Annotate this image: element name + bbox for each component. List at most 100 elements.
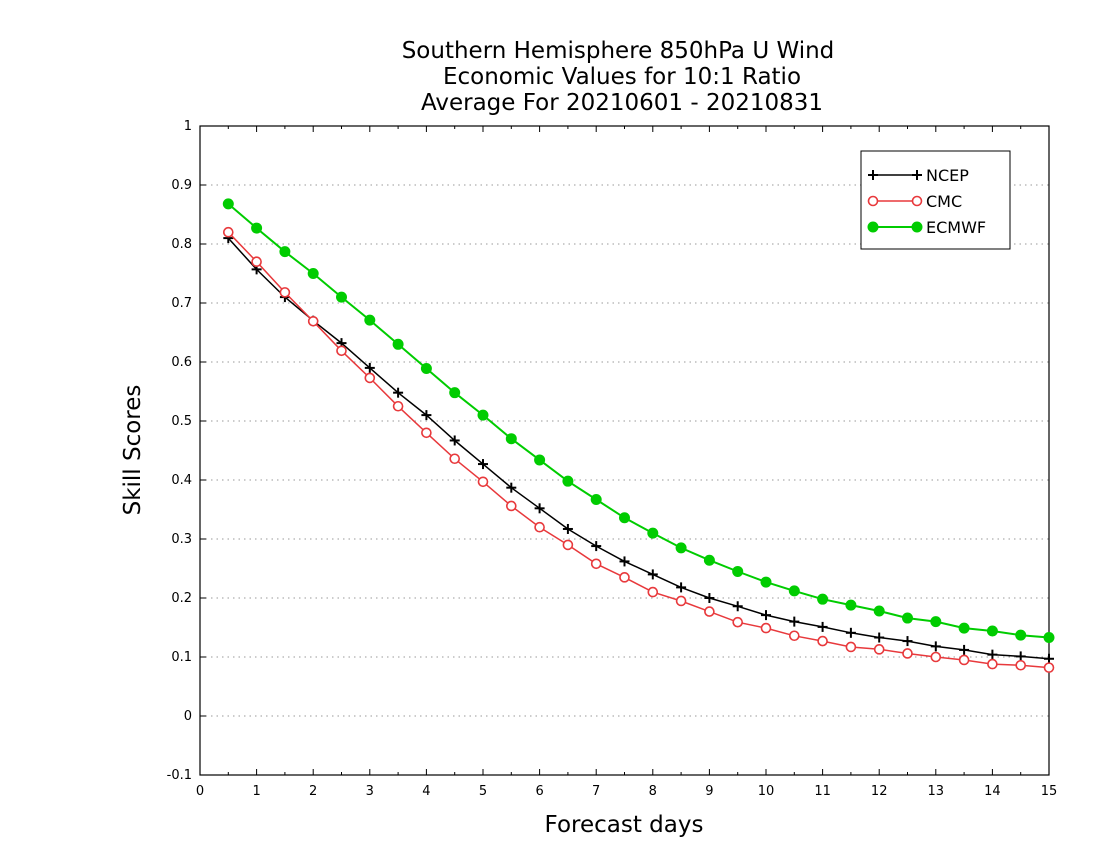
- cmc-point: [704, 606, 715, 617]
- y-axis-label: Skill Scores: [120, 385, 146, 516]
- y-tick-label: 0.9: [171, 178, 192, 193]
- x-tick-label: 14: [984, 784, 1001, 799]
- cmc-point: [817, 635, 828, 647]
- ncep-point: [449, 435, 460, 446]
- ncep-point: [647, 569, 658, 580]
- ncep-point: [761, 610, 771, 621]
- ecmwf-point: [703, 554, 715, 566]
- legend-item-ncep: NCEP: [868, 166, 969, 185]
- ecmwf-point: [222, 198, 234, 210]
- legend-marker: [867, 221, 879, 233]
- x-tick-label: 2: [309, 784, 317, 799]
- title-line-3: Average For 20210601 - 20210831: [421, 90, 823, 116]
- ecmwf-point: [590, 493, 602, 505]
- cmc-point: [336, 345, 347, 357]
- ncep-point: [732, 601, 743, 612]
- cmc-point: [619, 572, 630, 583]
- cmc-point: [279, 287, 291, 298]
- x-tick-label: 11: [814, 784, 831, 799]
- cmc-point: [732, 616, 744, 628]
- legend-item-ecmwf: ECMWF: [867, 218, 986, 237]
- ecmwf-point: [647, 527, 659, 539]
- cmc-point: [873, 644, 885, 655]
- cmc-point: [251, 256, 262, 268]
- ncep-point: [1015, 651, 1026, 662]
- y-tick-label: 1: [184, 119, 192, 134]
- ecmwf-point: [817, 593, 829, 605]
- y-tick-label: 0.4: [171, 473, 192, 488]
- cmc-point: [505, 500, 517, 512]
- ecmwf-point: [873, 605, 885, 617]
- ncep-point: [534, 503, 545, 514]
- axis-ticks: -0.100.10.20.30.40.50.60.70.80.910 1 2 3 4 5 6…: [167, 119, 1058, 799]
- legend-box: [860, 150, 1011, 250]
- ecmwf-point: [902, 612, 913, 624]
- x-tick-label: 12: [871, 784, 888, 799]
- x-tick-label: 7: [592, 784, 600, 799]
- x-tick-label: 8: [649, 784, 657, 799]
- ecmwf-point: [788, 585, 800, 597]
- ncep-point: [874, 632, 885, 643]
- cmc-point: [958, 654, 970, 666]
- legend-marker: [911, 221, 923, 233]
- x-tick-label: 10: [758, 784, 775, 799]
- legend-marker: [911, 195, 923, 207]
- ecmwf-line: [227, 203, 1050, 639]
- cmc-point: [477, 476, 489, 488]
- legend-marker: [912, 170, 922, 180]
- legend-label: NCEP: [926, 166, 969, 185]
- y-tick-label: -0.1: [167, 768, 192, 783]
- cmc-point: [930, 651, 942, 663]
- ecmwf-point: [420, 362, 432, 374]
- cmc-point: [845, 641, 857, 653]
- chart-title: Southern Hemisphere 850hPa U Wind Econom…: [402, 38, 835, 116]
- x-tick-label: 15: [1041, 784, 1058, 799]
- cmc-point: [590, 558, 602, 570]
- x-tick-label: 9: [705, 784, 713, 799]
- ecmwf-point: [986, 625, 998, 637]
- cmc-point: [534, 521, 545, 533]
- cmc-point: [223, 226, 234, 238]
- ecmwf-point: [619, 512, 630, 524]
- grid-lines: [200, 184, 1049, 717]
- series-cmc: [223, 226, 1055, 673]
- ecmwf-point: [1043, 632, 1055, 644]
- y-tick-label: 0.8: [171, 237, 192, 252]
- y-tick-label: 0.5: [171, 414, 192, 429]
- ecmwf-point: [392, 338, 404, 350]
- ncep-point: [421, 410, 432, 421]
- ecmwf-point: [364, 314, 376, 326]
- ncep-point: [959, 644, 970, 655]
- series-ncep: [223, 233, 1054, 664]
- cmc-point: [1043, 662, 1055, 673]
- ecmwf-point: [732, 565, 744, 577]
- ecmwf-point: [449, 387, 461, 399]
- x-tick-label: 13: [928, 784, 945, 799]
- series-ecmwf: [222, 198, 1055, 644]
- x-tick-label: 5: [479, 784, 487, 799]
- ecmwf-point: [675, 542, 687, 554]
- ncep-point: [704, 593, 715, 603]
- ecmwf-point: [760, 576, 772, 588]
- ecmwf-point: [477, 409, 489, 421]
- ncep-point: [817, 621, 828, 632]
- y-tick-label: 0.7: [171, 296, 192, 311]
- ncep-point: [1044, 653, 1054, 664]
- ecmwf-point: [336, 291, 347, 303]
- cmc-point: [675, 595, 687, 607]
- legend-items: NCEP CMC ECMWF: [867, 166, 986, 237]
- ncep-point: [364, 362, 375, 373]
- cmc-point: [760, 622, 772, 634]
- cmc-point: [987, 658, 998, 670]
- cmc-point: [392, 400, 404, 412]
- ncep-point: [789, 616, 800, 627]
- ncep-point: [393, 387, 404, 398]
- cmc-point: [449, 453, 461, 465]
- legend-marker: [867, 195, 879, 207]
- legend-marker: [868, 170, 878, 180]
- cmc-point: [647, 586, 659, 598]
- ecmwf-point: [534, 454, 546, 466]
- cmc-line: [227, 231, 1050, 669]
- cmc-point: [307, 315, 319, 327]
